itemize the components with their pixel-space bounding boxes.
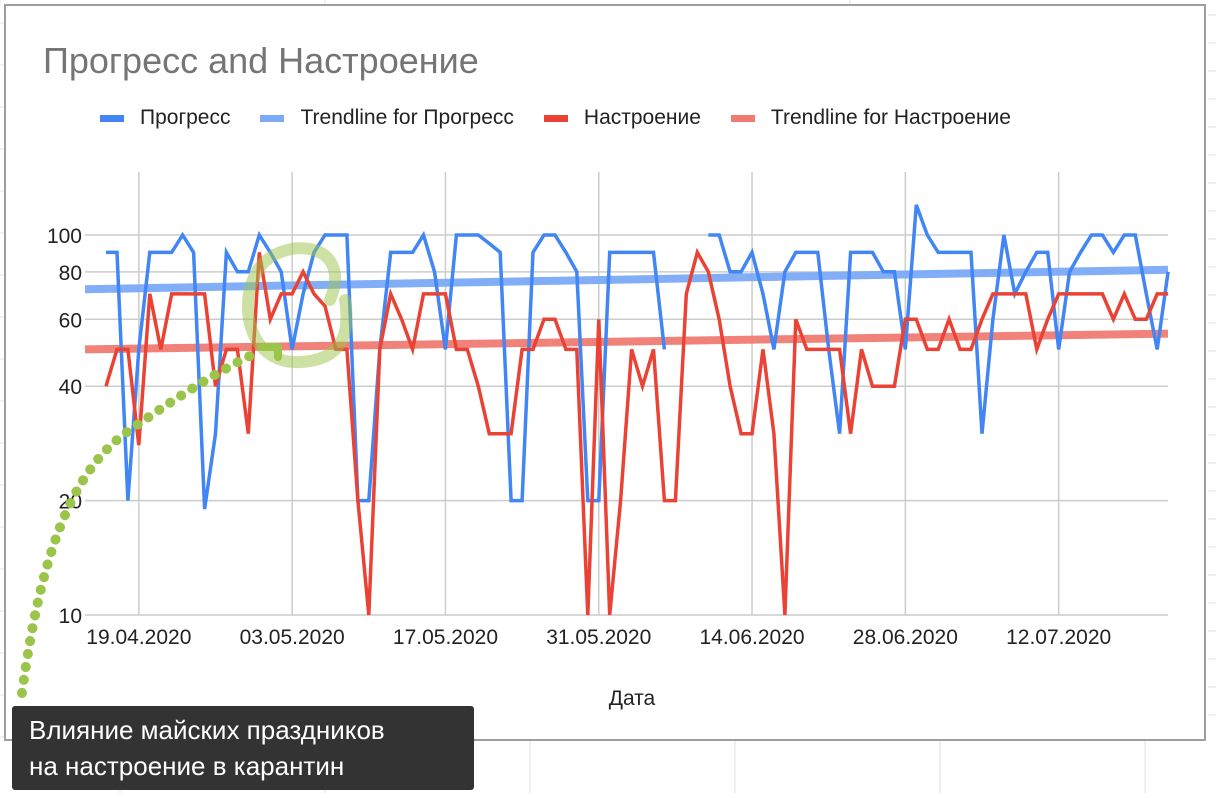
y-tick-label: 80 bbox=[59, 262, 82, 285]
x-tick-label: 17.05.2020 bbox=[393, 626, 498, 649]
annotation-highlight bbox=[17, 242, 353, 698]
x-tick-label: 12.07.2020 bbox=[1006, 626, 1111, 649]
highlight-circle bbox=[241, 242, 353, 369]
x-axis-label: Дата bbox=[609, 687, 656, 710]
y-tick-label: 40 bbox=[59, 376, 82, 399]
annotation-line-1: Влияние майских праздников bbox=[29, 715, 385, 745]
legend-label: Прогресс bbox=[140, 106, 231, 129]
legend-item-progress-trendline[interactable]: Trendline for Прогресс bbox=[260, 106, 514, 130]
legend-swatch-icon bbox=[543, 114, 568, 122]
trendline bbox=[84, 329, 1169, 354]
legend-label: Настроение bbox=[583, 106, 701, 129]
x-tick-label: 19.04.2020 bbox=[86, 626, 191, 649]
x-tick-label: 14.06.2020 bbox=[699, 626, 804, 649]
annotation-line-2: на настроение в карантин bbox=[29, 751, 345, 781]
y-tick-label: 100 bbox=[47, 225, 82, 248]
x-axis-tick-labels: 19.04.2020 03.05.2020 17.05.2020 31.05.2020… bbox=[86, 626, 1111, 649]
y-tick-label: 60 bbox=[59, 309, 82, 332]
arrow-head bbox=[258, 343, 282, 361]
x-tick-label: 31.05.2020 bbox=[546, 626, 651, 649]
legend-item-mood-trendline[interactable]: Trendline for Настроение bbox=[730, 106, 1011, 130]
legend-swatch-icon bbox=[100, 114, 124, 122]
annotation-callout: Влияние майских праздников на настроение… bbox=[12, 706, 474, 790]
x-tick-label: 03.05.2020 bbox=[240, 626, 345, 649]
chart-title: Прогресс and Настроение bbox=[43, 40, 479, 81]
series-line bbox=[104, 247, 1169, 616]
legend-swatch-icon bbox=[730, 114, 755, 122]
x-tick-label: 28.06.2020 bbox=[853, 626, 958, 649]
y-tick-label: 10 bbox=[59, 605, 82, 628]
legend-swatch-icon bbox=[260, 114, 285, 122]
chart-legend: Прогресс Trendline for Прогресс Настроен… bbox=[100, 106, 1041, 130]
legend-item-progress[interactable]: Прогресс bbox=[100, 106, 230, 130]
legend-label: Trendline for Прогресс bbox=[300, 106, 514, 129]
legend-label: Trendline for Настроение bbox=[770, 106, 1011, 129]
dotted-arrow bbox=[17, 347, 263, 698]
series-line bbox=[708, 204, 1170, 434]
legend-item-mood[interactable]: Настроение bbox=[543, 106, 701, 130]
